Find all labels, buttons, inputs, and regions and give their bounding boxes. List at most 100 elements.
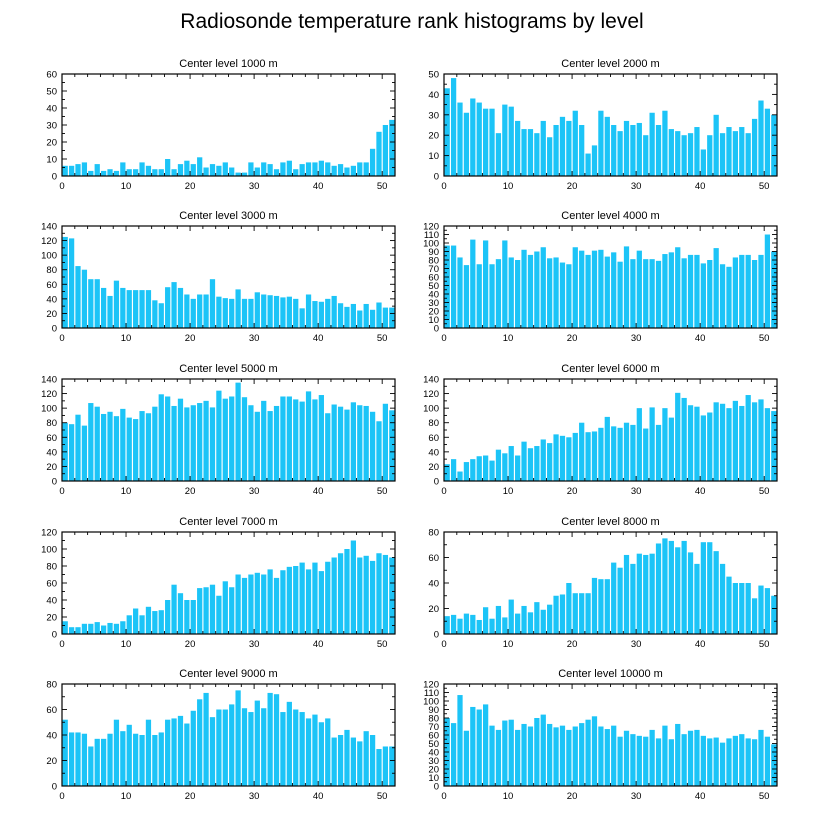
y-tick-label: 80	[428, 256, 439, 267]
bar	[751, 118, 758, 176]
x-tick-label: 30	[249, 486, 260, 497]
bar	[286, 160, 292, 176]
bar	[495, 729, 502, 786]
bar	[382, 746, 389, 786]
bar	[331, 165, 337, 176]
bar	[617, 427, 623, 481]
bar	[325, 718, 331, 786]
bar	[675, 723, 681, 786]
bar	[700, 263, 706, 328]
panel-title: Center level 4000 m	[561, 210, 659, 222]
bar	[450, 723, 457, 786]
bar	[495, 259, 502, 328]
bar	[197, 699, 203, 786]
y-tick-label: 120	[423, 389, 439, 400]
bar	[107, 411, 113, 481]
bar	[630, 259, 636, 328]
bar	[363, 303, 369, 328]
bar	[197, 294, 203, 328]
bar	[649, 729, 655, 786]
bar	[649, 553, 655, 634]
bar	[216, 709, 222, 786]
bar	[376, 421, 382, 481]
bar	[152, 406, 158, 481]
x-tick-label: 40	[313, 333, 324, 344]
y-tick-label: 30	[428, 298, 439, 309]
bar	[751, 739, 758, 786]
y-tick-label: 60	[428, 273, 439, 284]
x-tick-label: 20	[185, 486, 196, 497]
bar	[177, 398, 184, 481]
y-tick-label: 50	[46, 87, 57, 98]
bar	[152, 735, 158, 786]
bar	[235, 172, 241, 176]
bar	[739, 254, 745, 328]
bar	[363, 405, 369, 481]
bar	[273, 694, 280, 786]
bar	[739, 734, 745, 786]
bar	[450, 614, 457, 635]
bar	[540, 120, 546, 176]
bar	[713, 551, 719, 635]
y-tick-label: 40	[46, 596, 57, 607]
bar	[515, 729, 521, 786]
bar	[508, 257, 514, 328]
bar	[611, 426, 617, 481]
y-tick-label: 60	[46, 433, 57, 444]
bar	[739, 405, 745, 481]
bar	[81, 162, 88, 176]
bar	[101, 625, 107, 634]
bar	[719, 133, 726, 176]
y-tick-label: 60	[428, 731, 439, 742]
bar	[585, 254, 591, 328]
bar	[337, 735, 344, 786]
y-tick-label: 80	[46, 265, 57, 276]
x-tick-label: 0	[441, 639, 446, 650]
x-tick-label: 30	[631, 791, 642, 802]
bar	[152, 611, 158, 634]
y-tick-label: 140	[423, 375, 439, 386]
bar	[579, 250, 585, 328]
bar	[235, 690, 241, 787]
bar	[216, 165, 222, 176]
bar	[649, 112, 655, 176]
bar	[579, 125, 585, 176]
bar	[75, 732, 81, 786]
y-tick-label: 30	[428, 110, 439, 121]
x-tick-label: 50	[377, 791, 388, 802]
bar	[280, 396, 286, 481]
bar	[62, 621, 68, 634]
bar	[337, 303, 344, 328]
bar	[216, 390, 222, 481]
bar	[579, 723, 585, 786]
bar	[369, 411, 376, 481]
y-tick-label: 110	[424, 230, 439, 241]
bar	[235, 382, 241, 481]
y-tick-label: 40	[428, 90, 439, 101]
y-tick-label: 30	[46, 121, 57, 132]
y-tick-label: 120	[423, 222, 439, 233]
x-tick-label: 10	[503, 639, 514, 650]
bar	[145, 606, 152, 634]
bar	[254, 292, 260, 328]
bar	[457, 257, 463, 328]
bar	[120, 162, 126, 176]
bar	[325, 413, 331, 481]
bar	[559, 435, 566, 481]
bar	[350, 402, 356, 481]
bar	[299, 308, 305, 328]
bar	[668, 739, 674, 786]
bar	[598, 427, 604, 481]
bar	[489, 264, 495, 328]
bar	[248, 405, 254, 481]
bar	[649, 259, 655, 328]
bar	[732, 735, 738, 786]
bar	[280, 162, 286, 176]
y-tick-label: 20	[428, 462, 439, 473]
bar	[470, 239, 476, 328]
panel-title: Center level 8000 m	[561, 516, 659, 528]
bar	[515, 120, 521, 176]
bar	[369, 148, 376, 176]
bar	[758, 399, 764, 481]
bar	[585, 432, 591, 481]
